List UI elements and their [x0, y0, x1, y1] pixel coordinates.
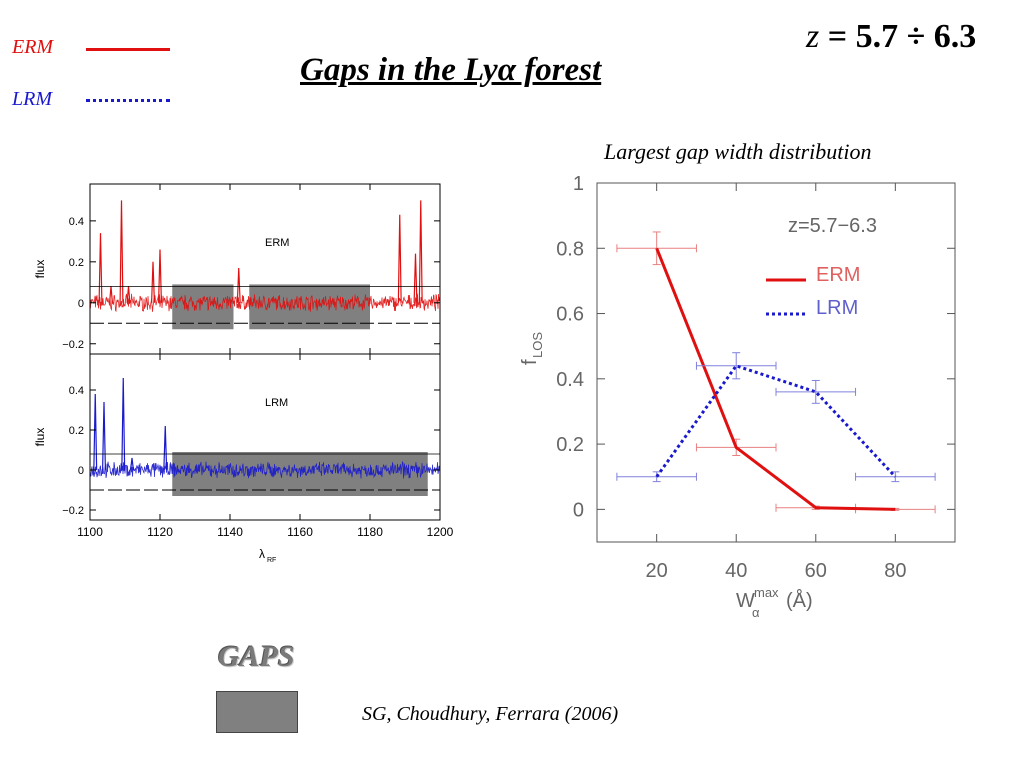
dist-x-tick-label-1: 40 — [725, 560, 747, 582]
erm-peak-5 — [158, 249, 162, 303]
lrm-peak-2 — [121, 377, 126, 471]
legend-lrm-line — [86, 99, 170, 102]
erm-spectrum-line — [89, 293, 441, 313]
lrm-panel-frame — [89, 353, 441, 521]
spectrum-x-axis-label-sub: RF — [267, 557, 276, 564]
spectrum-x-tick-label-2: 1140 — [217, 525, 243, 539]
chart-subtitle: Largest gap width distribution — [604, 139, 872, 164]
erm-peak-2 — [119, 200, 124, 303]
dist-x-axis-unit: (Å) — [786, 589, 813, 612]
dist-y-tick-label-1: 0.2 — [556, 434, 584, 456]
lrm-peak-4 — [163, 425, 168, 471]
spectrum-x-axis-label: λ — [259, 547, 265, 561]
lrm-peak-3 — [130, 457, 134, 471]
erm-y-tick-label-1: 0.2 — [69, 257, 84, 269]
lrm-series-line — [655, 364, 897, 478]
erm-series-line — [655, 247, 896, 511]
lrm-y-axis-label: flux — [33, 428, 47, 447]
legend-erm-label: ERM — [12, 36, 54, 58]
erm-y-tick-label-2: 0 — [78, 298, 84, 310]
spectrum-x-tick-label-3: 1160 — [287, 525, 313, 539]
lrm-spectrum-line — [89, 460, 441, 479]
lrm-peak-1 — [102, 401, 106, 471]
dist-y-tick-label-5: 1 — [573, 173, 584, 195]
dist-x-axis-label-sup: max — [754, 585, 779, 600]
redshift-range-value: = 5.7 ÷ 6.3 — [819, 18, 977, 55]
erm-y-axis-label: flux — [33, 260, 47, 279]
dist-y-tick-label-3: 0.6 — [556, 304, 584, 326]
legend-erm-line — [86, 48, 170, 51]
dist-y-tick-label-0: 0 — [573, 499, 584, 521]
lrm-y-tick-label-3: −0.2 — [62, 505, 84, 517]
dist-plot-frame — [596, 182, 956, 543]
lrm-peak-0 — [93, 393, 98, 471]
erm-peak-9 — [418, 200, 423, 303]
lrm-y-tick-label-2: 0 — [78, 465, 84, 477]
dist-x-axis-label-sub: α — [752, 605, 760, 620]
erm-y-tick-label-3: −0.2 — [62, 339, 84, 351]
citation: SG, Choudhury, Ferrara (2006) — [362, 703, 619, 725]
spectrum-x-tick-label-4: 1180 — [357, 525, 383, 539]
dist-y-axis-label: f — [519, 359, 541, 365]
lrm-y-tick-label-0: 0.4 — [69, 385, 84, 397]
gaps-legend-label: GAPS — [218, 640, 295, 673]
spectrum-x-tick-label-0: 1100 — [77, 525, 103, 539]
gaps-legend-swatch — [216, 691, 298, 733]
erm-panel-label: ERM — [265, 237, 289, 249]
gap-width-chart: 0 0.2 0.4 0.6 0.8 1 20 40 60 80 z=5.7−6.3 ERM LRM W ma… — [519, 173, 956, 620]
dist-y-tick-label-4: 0.8 — [556, 238, 584, 260]
dist-annotation: z=5.7−6.3 — [788, 215, 877, 237]
dist-x-tick-label-0: 20 — [646, 560, 668, 582]
erm-y-tick-label-0: 0.4 — [69, 216, 84, 228]
dist-y-tick-label-2: 0.4 — [556, 369, 584, 391]
dist-x-axis-label: W — [736, 590, 755, 612]
redshift-z-symbol: z — [806, 18, 820, 55]
erm-peak-4 — [151, 261, 155, 303]
erm-peak-1 — [109, 286, 113, 303]
erm-peak-0 — [98, 233, 103, 303]
lrm-panel-label: LRM — [265, 397, 288, 409]
spectrum-x-tick-label-1: 1120 — [147, 525, 173, 539]
dist-legend-lrm-label: LRM — [816, 297, 858, 319]
legend-lrm-label: LRM — [12, 88, 52, 110]
dist-legend-erm-label: ERM — [816, 264, 860, 286]
erm-gap-box-0 — [172, 284, 234, 330]
dist-x-tick-label-3: 80 — [884, 560, 906, 582]
redshift-range: z = 5.7 ÷ 6.3 — [806, 18, 976, 56]
dist-x-tick-label-2: 60 — [805, 560, 827, 582]
erm-peak-7 — [397, 214, 402, 303]
dist-y-axis-label-sub: LOS — [530, 332, 545, 358]
slide-title: Gaps in the Lyα forest — [300, 52, 602, 88]
spectrum-x-tick-label-5: 1200 — [427, 525, 454, 539]
erm-peak-6 — [236, 267, 241, 303]
lrm-y-tick-label-1: 0.2 — [69, 425, 84, 437]
spectrum-chart: 0.4 0.2 0 −0.2 flux ERM 0.4 0.2 0 −0.2 flux LRM 1100… — [33, 183, 454, 564]
erm-peak-8 — [413, 253, 418, 303]
